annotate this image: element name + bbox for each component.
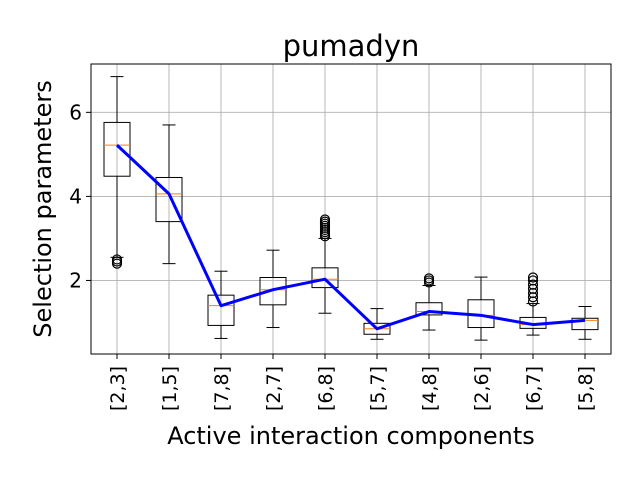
x-tick-label: [5,8] — [575, 366, 597, 411]
x-tick-label: [1,5] — [159, 366, 181, 411]
box-7 — [415, 273, 443, 331]
x-tick-label: [6,7] — [523, 366, 545, 411]
box-4 — [259, 249, 287, 329]
box-body — [415, 302, 443, 316]
box-1 — [103, 76, 131, 269]
box-body — [155, 176, 183, 223]
box-body — [259, 277, 287, 306]
x-tick-label: [2,7] — [263, 366, 285, 411]
outlier-point — [527, 275, 539, 286]
outlier-point — [319, 214, 331, 225]
x-tick-label: [2,6] — [471, 366, 493, 411]
box-6 — [363, 308, 391, 340]
y-tick-label: 4 — [69, 184, 82, 208]
x-tick-label: [6,8] — [315, 366, 337, 411]
outlier-point — [527, 272, 539, 283]
outlier-point — [111, 254, 123, 265]
box-2 — [155, 124, 183, 265]
box-10 — [571, 306, 599, 340]
y-tick-label: 2 — [69, 268, 82, 292]
outlier-point — [423, 273, 435, 284]
x-tick-label: [4,8] — [419, 366, 441, 411]
chart-title: pumadyn — [283, 29, 420, 63]
outlier-point — [527, 279, 539, 290]
plot-frame — [90, 63, 612, 355]
x-tick-label: [2,3] — [107, 366, 129, 411]
x-tick-label: [7,8] — [211, 366, 233, 411]
y-axis-label: Selection parameters — [29, 80, 57, 337]
x-axis-label: Active interaction components — [167, 422, 535, 450]
box-body — [207, 294, 235, 326]
box-body — [103, 121, 131, 177]
box-5 — [311, 214, 339, 314]
box-body — [571, 317, 599, 331]
x-tick-label: [5,7] — [367, 366, 389, 411]
box-body — [311, 267, 339, 289]
y-tick-label: 6 — [69, 100, 82, 124]
trend-line — [115, 144, 586, 331]
